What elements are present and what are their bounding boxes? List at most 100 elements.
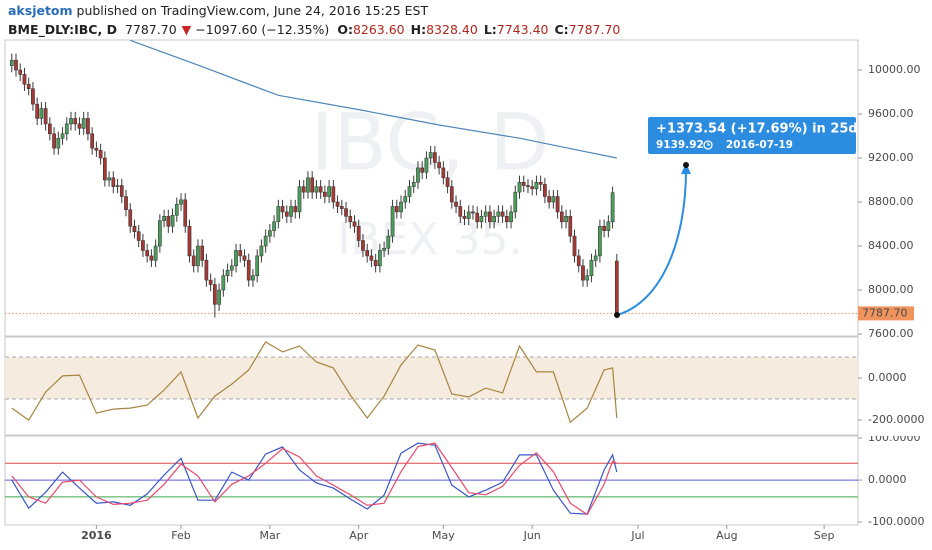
projection-arrow — [616, 169, 687, 316]
ohlc-value: 8263.60 — [353, 22, 405, 37]
candle-body — [119, 185, 124, 197]
candle-body — [441, 167, 446, 179]
moving-average — [129, 40, 617, 159]
candle-body — [331, 186, 336, 203]
candle-body — [424, 157, 429, 173]
candle-body — [18, 69, 23, 75]
candle-body — [14, 59, 18, 71]
candle-body — [229, 265, 234, 271]
candle-body — [517, 181, 522, 193]
candle-body — [433, 152, 437, 163]
candle-body — [98, 150, 103, 159]
candle-body — [352, 221, 357, 227]
candle-body — [475, 212, 480, 223]
candle-body — [90, 133, 95, 149]
candle-body — [56, 137, 61, 149]
candle-body — [458, 206, 463, 217]
candle-body — [48, 123, 52, 135]
annotation-box[interactable] — [648, 117, 856, 154]
y-tick-label: 0.0000 — [868, 371, 907, 384]
x-tick-label: Apr — [349, 529, 369, 542]
candle-body — [103, 157, 107, 181]
indicator-line — [11, 442, 618, 515]
candle-body — [64, 123, 69, 135]
candle-body — [449, 186, 454, 203]
candle-body — [174, 203, 179, 216]
published: published on TradingView.com, June 24, 2… — [73, 3, 429, 18]
price: 7787.70 — [125, 22, 177, 37]
clock-icon — [703, 140, 713, 150]
candle-body — [462, 216, 467, 219]
candle-body — [543, 184, 547, 197]
candle-body — [187, 225, 192, 257]
change-arrow: ▼ — [182, 22, 192, 37]
candle-body — [572, 235, 577, 257]
candle-body — [31, 88, 35, 105]
main-layer: IBC, D IBEX 35. — [5, 40, 858, 319]
candle-body — [183, 199, 188, 227]
candle-body — [191, 255, 196, 267]
arrow-head — [681, 163, 691, 174]
candle-body — [399, 201, 403, 213]
candle-body — [238, 250, 243, 257]
y-tick-label: 10000.00 — [868, 63, 921, 76]
band — [5, 356, 858, 400]
y-tick-label: 100.0000 — [868, 431, 921, 444]
candle-body — [86, 118, 90, 135]
candle-body — [52, 133, 56, 149]
symbol: BME_DLY:IBC, D — [8, 22, 117, 38]
projection: +1373.54 (+17.69%) in 25d 9139.92 2016-07… — [614, 117, 858, 318]
candle-body — [22, 74, 27, 85]
author[interactable]: aksjetom — [8, 3, 73, 18]
candle-body — [323, 191, 327, 197]
candle-body — [170, 214, 175, 227]
candle-body — [589, 260, 594, 276]
candle-body — [242, 255, 247, 261]
candle-body — [568, 216, 573, 237]
y-tick-label: 7600.00 — [868, 327, 914, 340]
candle-body — [610, 192, 615, 223]
candle-body — [204, 260, 209, 281]
candle-body — [268, 230, 272, 237]
candle-body — [158, 220, 162, 247]
main-axis: 7600.00 8000.00 8400.00 8800.00 9200.00 9600.… — [858, 63, 921, 340]
candle-body — [263, 235, 268, 247]
candle-body — [208, 279, 213, 285]
candle-body — [153, 245, 158, 261]
candle-body — [365, 250, 370, 257]
candle-body — [492, 216, 496, 223]
candle-body — [301, 186, 306, 193]
change: −1097.60 (−12.35%) — [195, 22, 329, 37]
candle-body — [466, 211, 471, 219]
candle-body — [348, 216, 353, 223]
candle-body — [259, 245, 264, 257]
x-tick-label: Sep — [814, 529, 835, 542]
symbol-line: BME_DLY:IBC, D 7787.70 ▼ −1097.60 (−12.35%)… — [8, 22, 620, 38]
candle-body — [115, 185, 120, 187]
candle-body — [251, 275, 255, 281]
y-tick-label: 8800.00 — [868, 195, 914, 208]
candle-body — [107, 177, 111, 181]
projection-start — [614, 312, 620, 318]
candle-body — [564, 216, 568, 223]
candle-body — [60, 133, 65, 139]
ohlc-value: 7743.40 — [497, 22, 549, 37]
candle-body — [547, 196, 551, 203]
candle-body — [339, 206, 344, 209]
candle-body — [534, 181, 539, 190]
candle-body — [437, 162, 441, 169]
ohlc-key: C: — [554, 22, 568, 37]
y-tick-label: -100.0000 — [868, 515, 924, 528]
candle-body — [420, 167, 425, 173]
last-price-label: 7787.70 — [862, 306, 908, 319]
candle-body — [166, 216, 171, 227]
candle-body — [428, 152, 433, 159]
candle-body — [445, 177, 450, 187]
candle-body — [369, 255, 374, 261]
candle-body — [416, 167, 420, 183]
cci-layer — [5, 341, 858, 424]
candle-body — [124, 196, 128, 210]
candle-body — [559, 211, 564, 223]
x-tick-label: Aug — [716, 529, 737, 542]
